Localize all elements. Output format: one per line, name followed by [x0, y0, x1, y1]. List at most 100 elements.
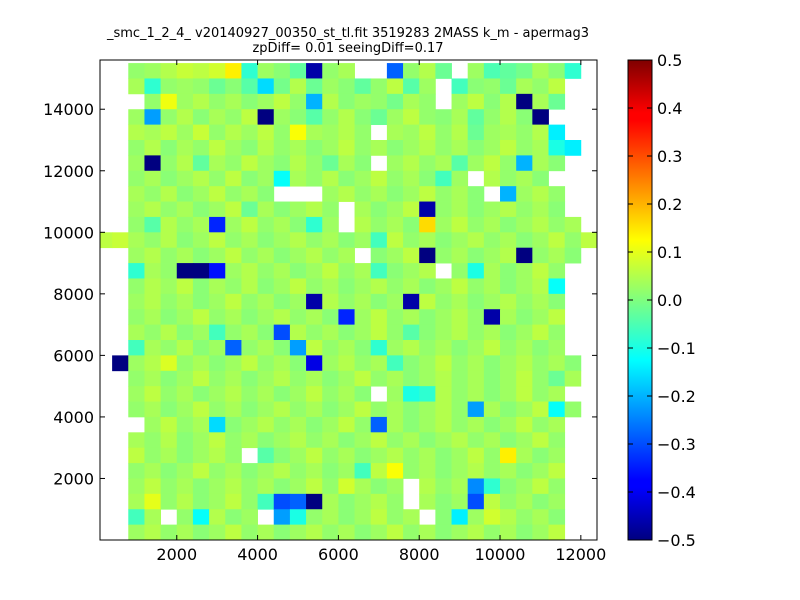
colorbar-tick-label: 0.3 — [657, 147, 682, 166]
heatmap-cell — [451, 232, 469, 249]
heatmap-cell — [419, 109, 436, 126]
heatmap-cell — [435, 155, 452, 172]
heatmap-cell — [160, 93, 178, 110]
heatmap-cell — [532, 340, 549, 356]
heatmap-cell — [532, 155, 549, 172]
heatmap-cell — [322, 216, 339, 233]
heatmap-cell — [225, 509, 242, 526]
heatmap-cell — [403, 263, 420, 279]
heatmap-cell — [289, 247, 307, 264]
heatmap-cell — [209, 493, 226, 510]
heatmap-cell — [516, 232, 533, 249]
heatmap-cell — [257, 401, 275, 418]
heatmap-cell — [257, 263, 275, 279]
heatmap-cell — [225, 216, 242, 233]
heatmap-cell — [209, 524, 226, 541]
heatmap-cell — [370, 278, 388, 295]
heatmap-cell — [128, 401, 145, 418]
heatmap-cell — [516, 201, 533, 218]
heatmap-cell — [532, 93, 549, 110]
heatmap-cell — [192, 232, 210, 249]
heatmap-cell — [306, 170, 323, 187]
heatmap-cell — [386, 278, 404, 295]
heatmap-cell — [176, 386, 194, 402]
heatmap-cell — [354, 109, 372, 126]
heatmap-cell — [209, 140, 226, 156]
heatmap-cell — [160, 170, 178, 187]
heatmap-cell — [370, 109, 388, 126]
heatmap-cell — [354, 416, 372, 433]
heatmap-cell — [532, 78, 549, 95]
heatmap-cell — [548, 509, 566, 526]
heatmap-cell — [273, 232, 291, 249]
heatmap-cell — [467, 447, 485, 464]
heatmap-cell — [435, 232, 452, 249]
heatmap-cell — [467, 140, 485, 156]
heatmap-cell — [403, 447, 420, 464]
heatmap-cell — [338, 170, 355, 187]
heatmap-cell — [403, 201, 420, 218]
heatmap-cell — [548, 63, 566, 79]
heatmap-cell — [548, 155, 566, 172]
heatmap-cell — [435, 386, 452, 402]
heatmap-cell — [483, 463, 501, 479]
heatmap-cell — [354, 309, 372, 326]
heatmap-cell — [403, 524, 420, 541]
heatmap-cell — [548, 216, 566, 233]
heatmap-cell — [403, 247, 420, 264]
heatmap-cell — [386, 386, 404, 402]
heatmap-cell — [273, 78, 291, 95]
heatmap-cell — [500, 463, 517, 479]
heatmap-cell — [128, 140, 145, 156]
heatmap-cell — [128, 78, 145, 95]
heatmap-cell — [435, 493, 452, 510]
heatmap-cell — [419, 447, 436, 464]
heatmap-cell — [322, 524, 339, 541]
heatmap-cell — [500, 493, 517, 510]
heatmap-cell — [419, 170, 436, 187]
heatmap-cell — [451, 493, 469, 510]
heatmap-cell — [144, 186, 162, 202]
heatmap-cell — [500, 524, 517, 541]
heatmap-cell — [209, 478, 226, 495]
heatmap-cell — [467, 93, 485, 110]
heatmap-cell — [257, 524, 275, 541]
heatmap-cell — [483, 155, 501, 172]
heatmap-cell — [128, 109, 145, 126]
heatmap-cell — [483, 478, 501, 495]
heatmap-cell — [435, 463, 452, 479]
heatmap-cell — [241, 293, 258, 310]
heatmap-cell — [225, 355, 242, 372]
heatmap-cell — [354, 293, 372, 310]
heatmap-cell — [516, 278, 533, 295]
heatmap-cell — [403, 186, 420, 202]
heatmap-cell — [338, 78, 355, 95]
heatmap-cell — [500, 447, 517, 464]
heatmap-cell — [225, 201, 242, 218]
heatmap-cell — [273, 401, 291, 418]
heatmap-cell — [100, 232, 113, 249]
heatmap-cell — [192, 416, 210, 433]
heatmap-cell — [435, 324, 452, 341]
heatmap-cell — [451, 447, 469, 464]
heatmap-cell — [338, 186, 355, 202]
heatmap-cell — [500, 278, 517, 295]
heatmap-cell — [548, 355, 566, 372]
heatmap-cell — [451, 416, 469, 433]
heatmap-cell — [435, 340, 452, 356]
heatmap-cell — [451, 324, 469, 341]
heatmap-cell — [500, 232, 517, 249]
heatmap-cell — [386, 78, 404, 95]
heatmap-cell — [467, 124, 485, 141]
heatmap-cell — [322, 278, 339, 295]
heatmap-cell — [257, 447, 275, 464]
heatmap-cell — [338, 463, 355, 479]
heatmap-cell — [225, 109, 242, 126]
heatmap-cell — [144, 509, 162, 526]
heatmap-cell — [322, 78, 339, 95]
heatmap-cell — [338, 247, 355, 264]
heatmap-cell — [176, 293, 194, 310]
heatmap-cell — [225, 140, 242, 156]
heatmap-cell — [241, 493, 258, 510]
x-axis: 2000 4000 6000 8000 10000 12000 — [156, 60, 606, 564]
